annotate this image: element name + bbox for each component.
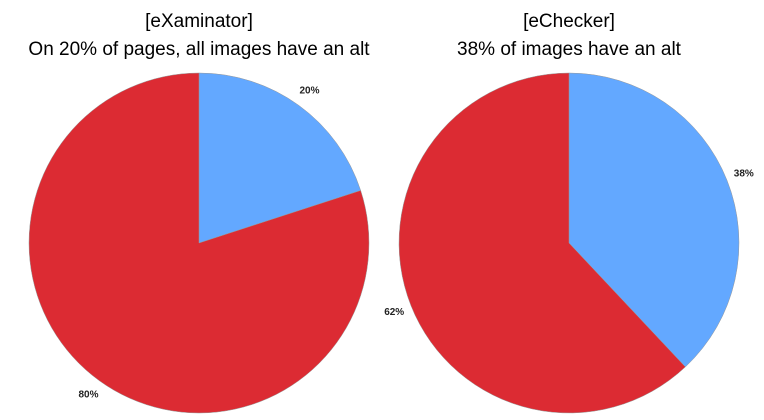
value-label: 38% — [734, 168, 754, 179]
pie-slice — [568, 72, 740, 368]
pie-slice — [198, 72, 361, 244]
value-label: 20% — [299, 86, 319, 97]
chart-subtitle: On 20% of pages, all images have an alt — [28, 39, 370, 60]
chart-title: [eChecker] — [523, 11, 615, 32]
chart-title: [eXaminator] — [145, 11, 253, 32]
pie-slice — [398, 72, 686, 414]
pie-slice — [28, 72, 370, 414]
value-label: 62% — [384, 307, 404, 318]
chart-subtitle: 38% of images have an alt — [457, 39, 682, 60]
value-label: 80% — [78, 390, 98, 401]
